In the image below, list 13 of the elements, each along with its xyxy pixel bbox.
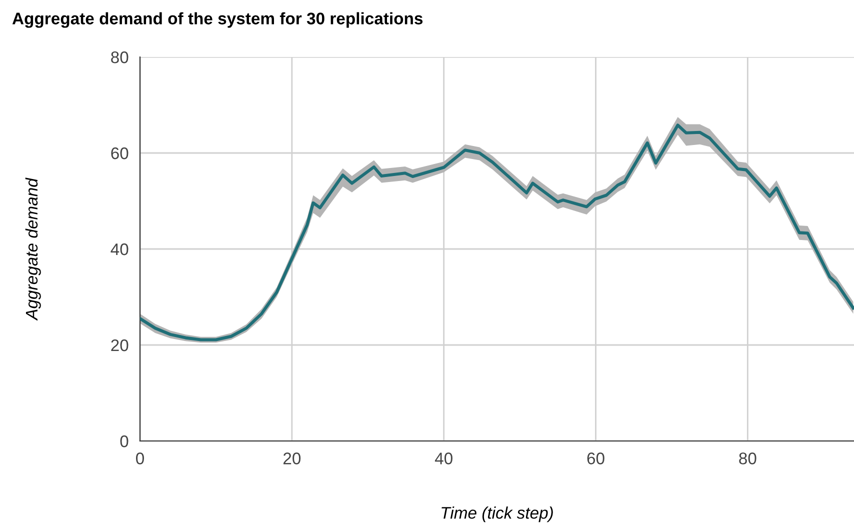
y-tick-label: 0: [120, 435, 128, 448]
x-tick-label: 80: [739, 452, 756, 464]
y-tick-label: 60: [111, 147, 128, 160]
chart-title: Aggregate demand of the system for 30 replications: [12, 12, 423, 28]
x-tick-label: 40: [434, 452, 452, 464]
x-tick-label: 60: [587, 452, 604, 464]
x-axis-title: Time (tick step): [442, 506, 553, 522]
y-tick-label: 80: [111, 51, 128, 64]
y-tick-label: 40: [110, 243, 128, 256]
y-axis-title: Aggregate demand: [25, 178, 41, 321]
x-tick-label: 0: [136, 452, 144, 464]
y-tick-label: 20: [111, 339, 128, 352]
x-tick-label: 20: [283, 452, 301, 464]
